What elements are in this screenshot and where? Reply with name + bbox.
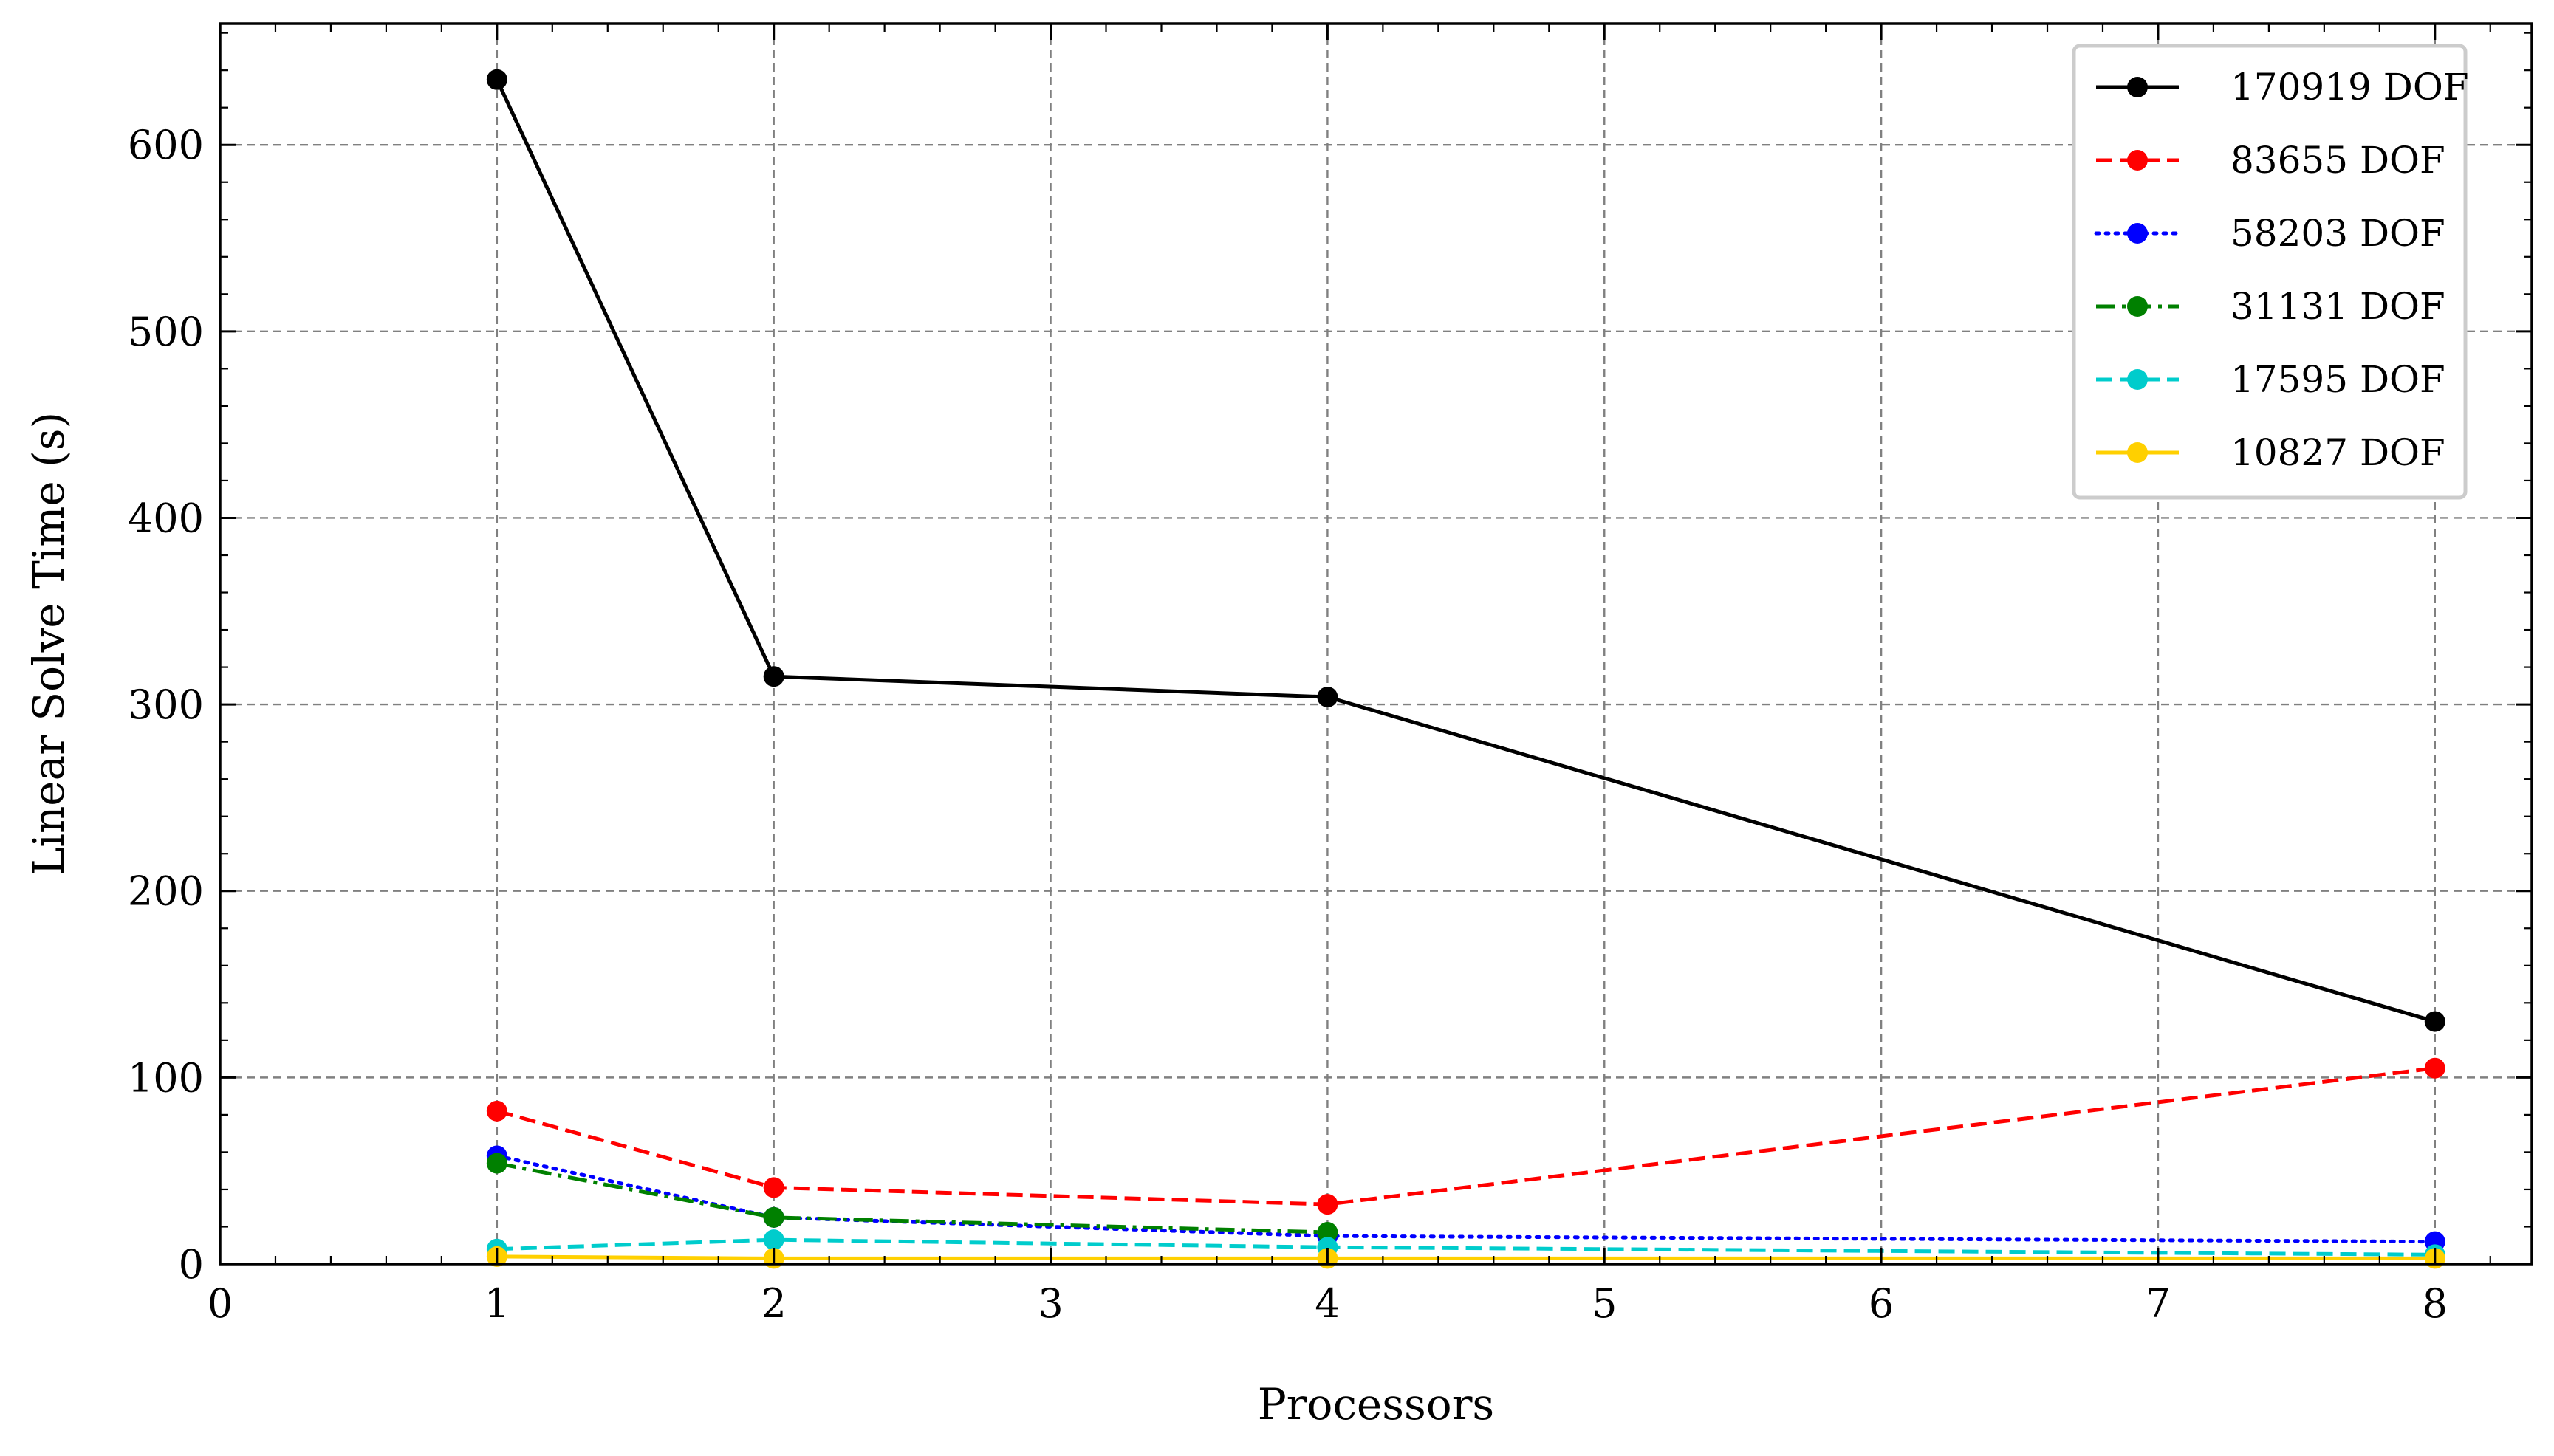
- x-tick-label: 0: [208, 1280, 233, 1327]
- y-tick-label: 400: [128, 495, 204, 541]
- legend-marker: [2127, 296, 2148, 317]
- series-line: [495, 78, 2436, 1023]
- y-tick-label: 0: [179, 1241, 204, 1288]
- data-point: [486, 1100, 507, 1122]
- series-0: [486, 69, 2445, 1032]
- legend: 170919 DOF 83655 DOF 58203 DOF 31131 DOF 175…: [2072, 44, 2469, 500]
- legend-label: 10827 DOF: [2231, 431, 2445, 474]
- legend-marker: [2127, 442, 2148, 463]
- x-tick-label: 4: [1315, 1280, 1340, 1327]
- legend-label: 58203 DOF: [2231, 212, 2445, 255]
- legend-label: 83655 DOF: [2231, 139, 2445, 182]
- x-tick-label: 8: [2423, 1280, 2448, 1327]
- data-point: [763, 666, 784, 687]
- data-point: [1317, 687, 1338, 707]
- legend-marker: [2127, 150, 2148, 171]
- axes-layer: 0 1 2 3 4 5 6 7 8 0 100 200 300 400 500 600 Processors Li…: [24, 22, 2533, 1429]
- data-point: [763, 1206, 784, 1228]
- y-tick-label: 200: [128, 868, 204, 915]
- data-point: [2424, 1057, 2445, 1079]
- y-tick-label: 600: [128, 122, 204, 168]
- x-tick-label: 7: [2146, 1280, 2171, 1327]
- legend-marker: [2127, 223, 2148, 244]
- y-tick-label: 500: [128, 309, 204, 355]
- legend-label: 170919 DOF: [2231, 66, 2469, 109]
- data-point: [1317, 1194, 1338, 1215]
- legend-box: [2072, 44, 2468, 500]
- x-tick-label: 3: [1038, 1280, 1063, 1327]
- series-line: [496, 1066, 2436, 1206]
- legend-label: 17595 DOF: [2231, 358, 2445, 401]
- data-point: [486, 69, 507, 90]
- legend-label: 31131 DOF: [2231, 285, 2445, 328]
- series-line: [495, 1153, 2437, 1244]
- x-tick-label: 2: [761, 1280, 787, 1327]
- x-axis-title: Processors: [1258, 1379, 1494, 1429]
- y-tick-label: 300: [128, 681, 204, 728]
- x-tick-label: 6: [1869, 1280, 1894, 1327]
- data-point: [763, 1177, 784, 1198]
- plot-frame: [219, 22, 2533, 1266]
- y-axis-title: Linear Solve Time (s): [24, 412, 74, 876]
- data-point: [1317, 1222, 1338, 1243]
- series-1: [486, 1057, 2445, 1215]
- x-tick-label: 1: [485, 1280, 510, 1327]
- series-3: [486, 1153, 1338, 1243]
- legend-marker: [2127, 77, 2148, 97]
- y-tick-label: 100: [128, 1054, 204, 1101]
- series-line: [496, 1254, 2435, 1260]
- x-tick-label: 5: [1592, 1280, 1617, 1327]
- data-point: [2424, 1011, 2445, 1032]
- legend-marker: [2127, 369, 2148, 390]
- data-point: [486, 1153, 507, 1174]
- data-point: [763, 1229, 784, 1251]
